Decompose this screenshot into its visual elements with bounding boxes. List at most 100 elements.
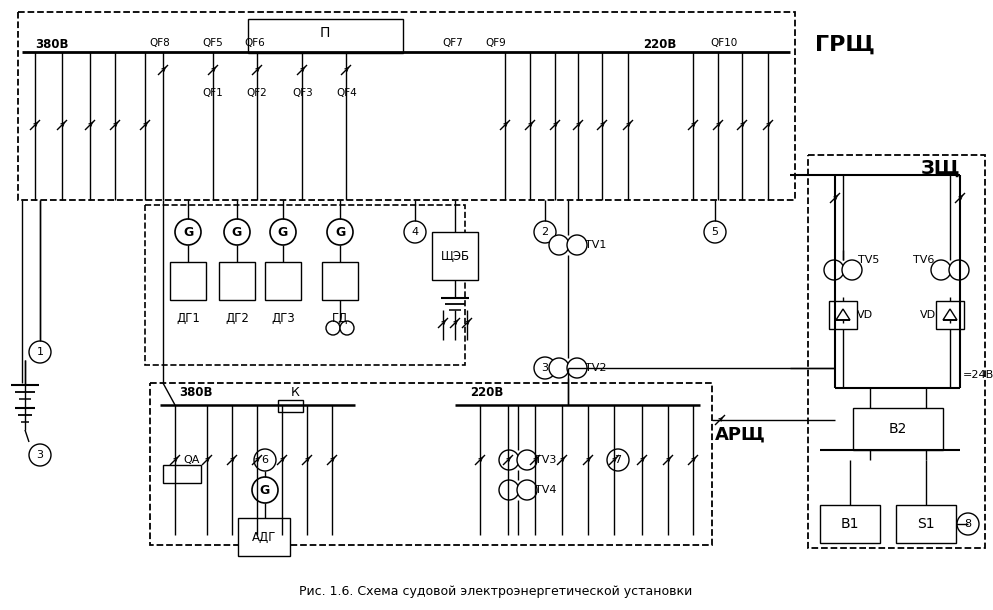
Text: АДГ: АДГ	[252, 531, 276, 544]
Text: 4: 4	[411, 227, 419, 237]
Text: QF10: QF10	[710, 38, 738, 48]
Circle shape	[931, 260, 951, 280]
Circle shape	[404, 221, 426, 243]
Text: 380В: 380В	[35, 37, 69, 51]
Text: П: П	[320, 26, 331, 40]
Bar	[170, 262, 206, 300]
Text: QF7: QF7	[443, 38, 464, 48]
Text: TV6: TV6	[914, 255, 934, 265]
Circle shape	[175, 219, 201, 245]
Text: АРЩ: АРЩ	[715, 426, 766, 444]
Text: TV5: TV5	[858, 255, 880, 265]
Text: VD: VD	[920, 310, 936, 320]
Text: ДГ1: ДГ1	[176, 312, 200, 325]
Text: Рис. 1.6. Схема судовой электроэнергетической установки: Рис. 1.6. Схема судовой электроэнергетич…	[299, 586, 693, 598]
Text: G: G	[183, 226, 193, 239]
Text: ЩЭБ: ЩЭБ	[441, 249, 470, 262]
Text: S1: S1	[918, 517, 934, 531]
Text: 7: 7	[615, 455, 622, 465]
Bar	[265, 262, 301, 300]
Text: G: G	[278, 226, 288, 239]
Circle shape	[824, 260, 844, 280]
Polygon shape	[836, 309, 850, 320]
Text: QF6: QF6	[244, 38, 265, 48]
Text: К: К	[291, 387, 300, 400]
Circle shape	[517, 450, 537, 470]
Circle shape	[29, 341, 51, 363]
Text: 1: 1	[37, 347, 44, 357]
Polygon shape	[943, 309, 957, 320]
Circle shape	[567, 235, 587, 255]
Circle shape	[949, 260, 969, 280]
Bar	[219, 262, 255, 300]
Circle shape	[607, 449, 629, 471]
Text: G: G	[335, 226, 346, 239]
Bar	[853, 408, 943, 450]
Text: QF1: QF1	[203, 88, 223, 98]
Bar	[248, 19, 403, 53]
Text: 6: 6	[261, 455, 268, 465]
Text: ЗЩ: ЗЩ	[921, 159, 960, 178]
Text: VD: VD	[857, 310, 873, 320]
Circle shape	[224, 219, 250, 245]
Circle shape	[499, 450, 519, 470]
Bar	[278, 400, 303, 412]
Circle shape	[534, 357, 556, 379]
Text: TV1: TV1	[585, 240, 607, 250]
Text: B2: B2	[889, 422, 908, 436]
Bar	[18, 12, 795, 200]
Text: QF9: QF9	[486, 38, 506, 48]
Circle shape	[517, 480, 537, 500]
Text: 380В: 380В	[180, 387, 213, 400]
Text: =24В: =24В	[962, 370, 993, 380]
Text: B1: B1	[841, 517, 859, 531]
Text: 220В: 220В	[643, 37, 676, 51]
Text: TV3: TV3	[535, 455, 557, 465]
Bar	[829, 301, 857, 329]
Text: ГРЩ: ГРЩ	[815, 35, 875, 55]
Text: 220В: 220В	[471, 387, 503, 400]
Text: QA: QA	[184, 455, 201, 465]
Text: 3: 3	[37, 450, 44, 460]
Bar	[896, 505, 956, 543]
Text: QF2: QF2	[246, 88, 267, 98]
Text: TV4: TV4	[535, 485, 557, 495]
Bar	[820, 505, 880, 543]
Circle shape	[499, 480, 519, 500]
Bar	[163, 465, 201, 483]
Bar	[322, 262, 358, 300]
Text: 3: 3	[541, 363, 548, 373]
Bar	[936, 301, 964, 329]
Circle shape	[270, 219, 296, 245]
Text: QF4: QF4	[337, 88, 357, 98]
Text: 8: 8	[964, 519, 971, 529]
Circle shape	[254, 449, 276, 471]
Bar	[808, 155, 985, 548]
Bar	[150, 383, 712, 545]
Circle shape	[340, 321, 354, 335]
Text: 2: 2	[541, 227, 548, 237]
Text: G: G	[232, 226, 242, 239]
Bar	[432, 232, 478, 280]
Text: QF8: QF8	[150, 38, 171, 48]
Circle shape	[549, 358, 569, 378]
Circle shape	[957, 513, 979, 535]
Circle shape	[704, 221, 726, 243]
Circle shape	[549, 235, 569, 255]
Bar	[238, 518, 290, 556]
Text: QF3: QF3	[293, 88, 314, 98]
Circle shape	[252, 477, 278, 503]
Circle shape	[327, 219, 353, 245]
Text: ГД: ГД	[332, 312, 349, 325]
Text: G: G	[260, 484, 270, 497]
Circle shape	[29, 444, 51, 466]
Text: ДГ3: ДГ3	[271, 312, 295, 325]
Circle shape	[534, 221, 556, 243]
Bar	[145, 205, 465, 365]
Circle shape	[567, 358, 587, 378]
Circle shape	[326, 321, 340, 335]
Text: QF5: QF5	[203, 38, 223, 48]
Circle shape	[842, 260, 862, 280]
Text: ДГ2: ДГ2	[225, 312, 249, 325]
Text: TV2: TV2	[585, 363, 607, 373]
